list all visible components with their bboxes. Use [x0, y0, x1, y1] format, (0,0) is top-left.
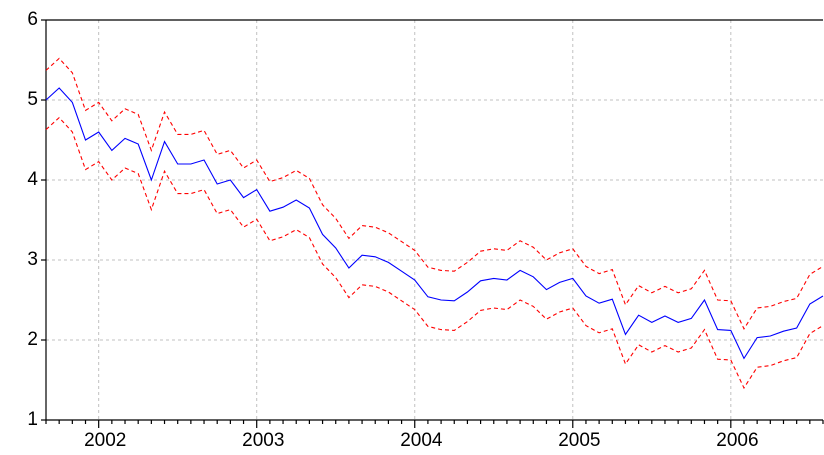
x-tick-label: 2005 — [558, 430, 600, 451]
series-line — [45, 87, 824, 360]
y-tick-label: 3 — [27, 249, 38, 270]
y-tick-label: 2 — [27, 329, 38, 350]
series-line — [45, 57, 824, 330]
x-tick-label: 2003 — [242, 430, 284, 451]
y-tick-label: 1 — [27, 409, 38, 430]
series-line — [45, 116, 824, 390]
x-tick-label: 2004 — [400, 430, 443, 451]
x-tick-label: 2002 — [84, 430, 126, 451]
y-tick-label: 6 — [27, 9, 38, 30]
y-tick-label: 5 — [27, 89, 38, 110]
y-tick-label: 4 — [27, 169, 38, 190]
x-tick-label: 2006 — [716, 430, 758, 451]
